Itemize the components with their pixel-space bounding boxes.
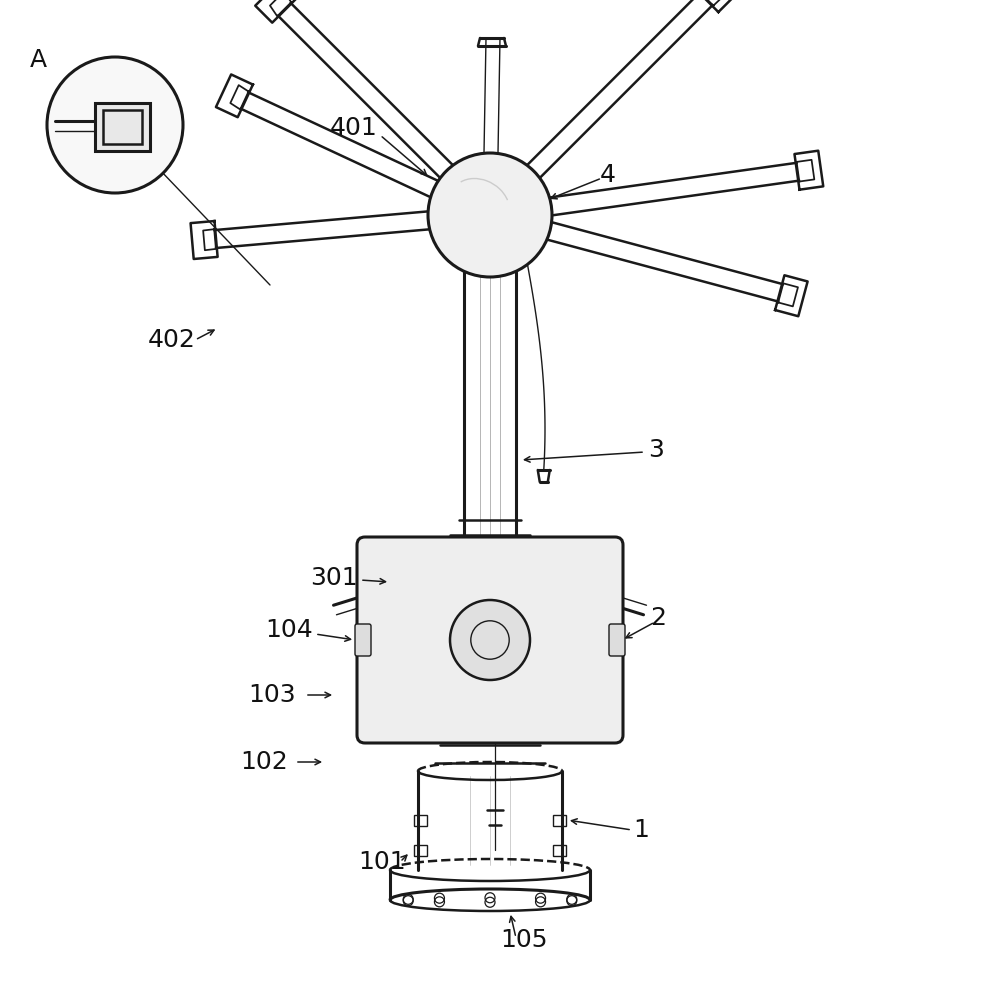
FancyBboxPatch shape xyxy=(357,537,623,743)
Text: 401: 401 xyxy=(330,116,378,140)
Bar xyxy=(553,815,566,826)
Text: 301: 301 xyxy=(310,566,358,590)
Text: 2: 2 xyxy=(650,606,666,630)
Text: 402: 402 xyxy=(148,328,196,352)
Bar xyxy=(103,110,142,144)
Text: 102: 102 xyxy=(240,750,288,774)
Bar xyxy=(414,845,427,856)
Text: 105: 105 xyxy=(500,928,548,952)
Circle shape xyxy=(450,600,530,680)
Text: 4: 4 xyxy=(600,163,616,187)
Bar xyxy=(414,815,427,826)
Bar xyxy=(95,103,150,151)
Text: 3: 3 xyxy=(648,438,664,462)
Bar xyxy=(553,845,566,856)
FancyBboxPatch shape xyxy=(609,624,625,656)
Text: 104: 104 xyxy=(265,618,313,642)
Text: 103: 103 xyxy=(248,683,296,707)
Text: 1: 1 xyxy=(633,818,649,842)
Circle shape xyxy=(428,153,552,277)
Text: 101: 101 xyxy=(358,850,406,874)
FancyBboxPatch shape xyxy=(355,624,371,656)
Text: A: A xyxy=(30,48,47,72)
Circle shape xyxy=(47,57,183,193)
